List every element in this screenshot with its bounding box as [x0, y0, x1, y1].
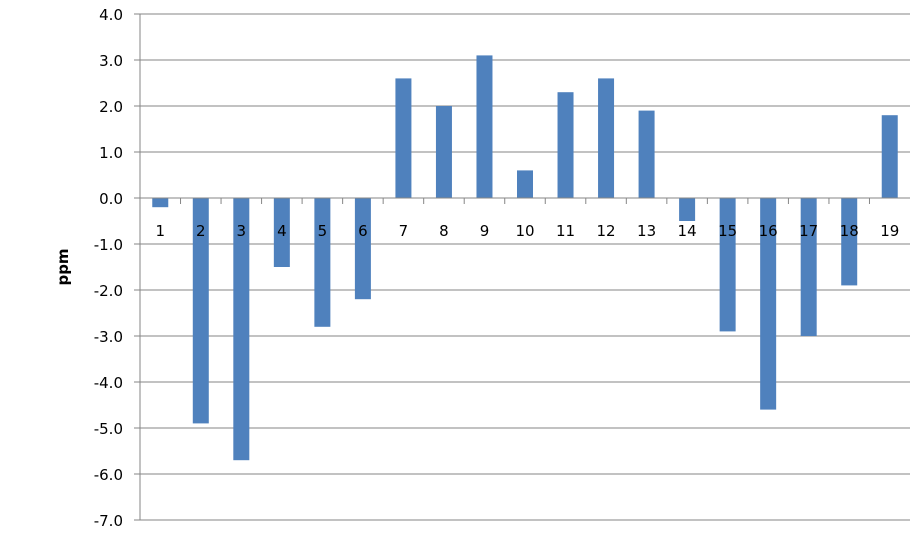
bar [233, 198, 250, 461]
x-tick-label: 7 [399, 222, 409, 240]
bar [557, 92, 574, 198]
bar [192, 198, 209, 424]
y-tick-label: 3.0 [99, 52, 123, 70]
bar [760, 198, 777, 410]
x-tick-label: 11 [556, 222, 575, 240]
x-tick-label: 19 [880, 222, 899, 240]
bar [152, 198, 169, 208]
x-tick-label: 14 [678, 222, 697, 240]
y-tick-label: 4.0 [99, 6, 123, 24]
x-tick-label: 12 [597, 222, 616, 240]
x-tick-label: 6 [358, 222, 368, 240]
y-tick-label: -2.0 [94, 282, 123, 300]
bar [800, 198, 817, 336]
y-tick-label: -4.0 [94, 374, 123, 392]
x-tick-label: 13 [637, 222, 656, 240]
bar [719, 198, 736, 332]
bar [841, 198, 858, 286]
y-tick-label: 0.0 [99, 190, 123, 208]
y-tick-label: -7.0 [94, 512, 123, 530]
x-tick-label: 1 [155, 222, 165, 240]
y-axis-label: ppm [54, 248, 72, 285]
x-tick-label: 16 [759, 222, 778, 240]
x-tick-label: 17 [799, 222, 818, 240]
y-tick-label: 2.0 [99, 98, 123, 116]
bar [395, 78, 412, 198]
bar [314, 198, 331, 327]
bar [881, 115, 898, 198]
axes [139, 14, 910, 520]
bar [679, 198, 696, 221]
x-tick-label: 2 [196, 222, 206, 240]
x-tick-label: 10 [515, 222, 534, 240]
x-tick-label: 5 [318, 222, 328, 240]
y-tick-label: -5.0 [94, 420, 123, 438]
bar [638, 110, 655, 198]
y-tick-label: 1.0 [99, 144, 123, 162]
bar [598, 78, 615, 198]
bar [517, 170, 533, 198]
x-tick-label: 4 [277, 222, 287, 240]
x-axis-labels: 1 2 3 4 5 6 7 8 9 10 11 12 13 14 15 16 17 18 19 [155, 222, 899, 240]
x-tick-label: 8 [439, 222, 449, 240]
bar [273, 198, 290, 267]
x-tick-label: 15 [718, 222, 737, 240]
x-tick-label: 3 [237, 222, 247, 240]
x-tick-label: 9 [480, 222, 490, 240]
bar [476, 55, 493, 199]
bar [354, 198, 371, 300]
bar [435, 106, 452, 198]
x-tick-label: 18 [840, 222, 859, 240]
y-tick-label: -6.0 [94, 466, 123, 484]
y-axis-ticks: 4.0 3.0 2.0 1.0 0.0 -1.0 -2.0 -3.0 -4.0 -5.0 -6.0 -… [94, 6, 140, 530]
bars [152, 55, 898, 461]
y-tick-label: -1.0 [94, 236, 123, 254]
gridlines [140, 13, 910, 521]
y-tick-label: -3.0 [94, 328, 123, 346]
